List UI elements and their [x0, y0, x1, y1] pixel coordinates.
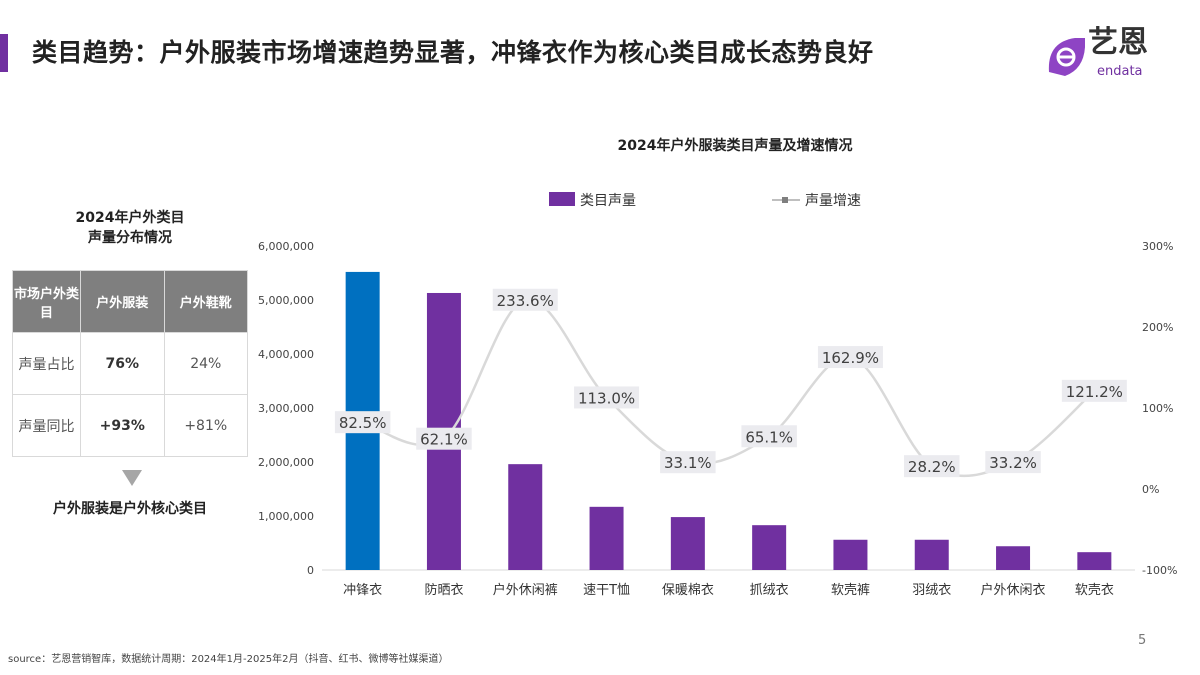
data-label: 121.2%: [1066, 383, 1123, 401]
x-tick-label: 保暖棉衣: [662, 582, 714, 598]
data-label-box: [334, 411, 391, 434]
endata-logo-icon: [1048, 38, 1085, 76]
table-header: 市场户外类目: [12, 270, 81, 333]
data-label: 33.1%: [664, 454, 712, 472]
right-tick-label: -100%: [1142, 564, 1177, 577]
bar: [752, 525, 787, 570]
left-tick-label: 5,000,000: [258, 294, 314, 307]
left-tick-label: 2,000,000: [258, 456, 314, 469]
logo-subtext: endata: [1097, 64, 1143, 79]
chart-title: 2024年户外服装类目声量及增速情况: [618, 137, 853, 154]
x-tick-label: 冲锋衣: [343, 582, 382, 598]
x-tick-label: 软壳裤: [831, 583, 870, 598]
side-conclusion: 户外服装是户外核心类目: [53, 501, 207, 517]
page-number: 5: [1138, 633, 1147, 648]
data-label-box: [660, 451, 716, 474]
bar: [670, 517, 705, 570]
page-title: 类目趋势：户外服装市场增速趋势显著，冲锋衣作为核心类目成长态势良好: [32, 38, 874, 67]
side-title-line2: 声量分布情况: [88, 230, 172, 246]
data-label-box: [1061, 379, 1127, 402]
legend-bar-swatch: [549, 192, 575, 206]
left-tick-label: 3,000,000: [258, 402, 314, 415]
data-label-box: [416, 427, 472, 450]
table-row: 声量占比 76% 24%: [12, 332, 248, 395]
side-title-line1: 2024年户外类目: [75, 210, 185, 226]
category-share-table: 市场户外类目 户外服装 户外鞋靴 声量占比 76% 24% 声量同比 +93% …: [12, 270, 248, 457]
right-tick-label: 200%: [1142, 321, 1173, 334]
data-label-box: [741, 425, 797, 448]
x-tick-label: 抓绒衣: [750, 582, 789, 598]
data-label: 82.5%: [339, 414, 387, 432]
data-label: 62.1%: [420, 431, 468, 449]
growth-line: [362, 298, 1096, 478]
table-cell: 24%: [163, 332, 248, 395]
bar: [914, 539, 949, 570]
right-tick-label: 0%: [1142, 483, 1159, 496]
legend-label: 类目声量: [580, 193, 636, 209]
left-tick-label: 6,000,000: [258, 240, 314, 253]
legend-label: 声量增速: [805, 193, 861, 209]
bar: [1077, 552, 1112, 570]
bar: [833, 539, 868, 570]
right-tick-label: 100%: [1142, 402, 1173, 415]
x-tick-label: 防晒衣: [424, 582, 463, 598]
data-label-box: [904, 455, 960, 478]
bar: [589, 506, 624, 570]
table-row: 声量同比 +93% +81%: [12, 394, 248, 457]
x-tick-label: 羽绒衣: [912, 582, 951, 598]
data-label: 28.2%: [908, 458, 956, 476]
x-tick-label: 软壳衣: [1075, 582, 1114, 598]
row-label: 声量同比: [12, 394, 81, 457]
x-tick-label: 速干T恤: [583, 583, 630, 598]
data-label: 113.0%: [578, 389, 635, 407]
logo-text: 艺恩: [1088, 25, 1148, 60]
bar: [508, 464, 543, 570]
left-tick-label: 4,000,000: [258, 348, 314, 361]
bar: [996, 546, 1031, 570]
table-header: 户外服装: [80, 270, 165, 333]
source-note: source：艺恩营销智库，数据统计周期：2024年1月-2025年2月（抖音、…: [8, 654, 449, 665]
data-label: 233.6%: [497, 292, 554, 310]
data-label: 162.9%: [822, 349, 879, 367]
down-arrow-icon: [122, 470, 142, 486]
x-tick-label: 户外休闲裤: [493, 582, 558, 598]
side-title: 2024年户外类目 声量分布情况: [12, 208, 248, 248]
right-tick-label: 300%: [1142, 240, 1173, 253]
table-cell: +81%: [163, 394, 248, 457]
data-label-box: [985, 451, 1041, 474]
left-tick-label: 0: [307, 564, 314, 577]
data-label-box: [817, 346, 883, 369]
data-label-box: [492, 288, 558, 311]
data-label: 33.2%: [989, 454, 1037, 472]
table-cell: +93%: [80, 394, 165, 457]
title-accent-bar: [0, 34, 8, 72]
data-label-box: [574, 386, 640, 409]
data-label: 65.1%: [745, 428, 793, 446]
left-tick-label: 1,000,000: [258, 510, 314, 523]
x-tick-label: 户外休闲衣: [981, 582, 1046, 598]
legend-line-marker: [782, 197, 788, 203]
